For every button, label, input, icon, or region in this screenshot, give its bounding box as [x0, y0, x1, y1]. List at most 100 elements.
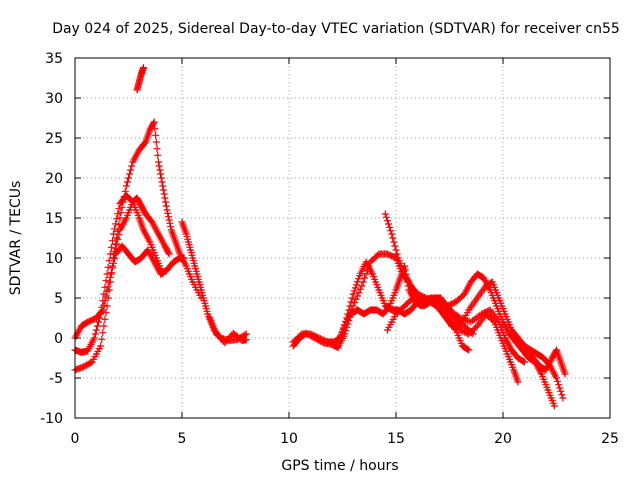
data-points-layer: [71, 64, 569, 410]
data-point: [162, 198, 170, 206]
data-point: [127, 166, 135, 174]
data-point: [108, 237, 116, 245]
data-point: [113, 215, 121, 223]
data-point: [520, 358, 528, 366]
y-tick-label: 5: [54, 291, 63, 307]
series-7: [133, 64, 147, 94]
data-point: [149, 119, 157, 127]
data-point: [122, 182, 130, 190]
x-tick-label: 5: [178, 431, 187, 447]
data-point: [120, 193, 128, 201]
data-point: [153, 145, 161, 153]
y-tick-label: 10: [45, 251, 63, 267]
data-point: [151, 125, 159, 133]
data-point: [557, 387, 565, 395]
data-point: [104, 283, 112, 291]
grid-lines: [75, 58, 610, 418]
data-point: [393, 250, 401, 258]
data-point: [164, 213, 172, 221]
data-point: [162, 202, 170, 210]
data-point: [90, 334, 98, 342]
x-axis-label: GPS time / hours: [281, 458, 398, 474]
data-point: [348, 305, 356, 313]
data-point: [361, 274, 369, 282]
data-point: [152, 138, 160, 146]
y-tick-label: -5: [49, 371, 63, 387]
data-point: [107, 243, 115, 251]
data-point: [381, 210, 389, 218]
data-point: [242, 336, 250, 344]
data-point: [98, 307, 106, 315]
data-point: [387, 227, 395, 235]
data-point: [102, 292, 110, 300]
y-tick-label: 0: [54, 331, 63, 347]
data-point: [164, 209, 172, 217]
y-tick-label: 25: [45, 131, 63, 147]
plot-frame: [74, 57, 611, 419]
data-point: [390, 238, 398, 246]
data-point: [161, 194, 169, 202]
data-point: [123, 178, 131, 186]
axis-ticks: 0 5 10 15 20 25 -10 -5 0 5 10 15 20 25 30 35: [40, 51, 619, 447]
data-point: [154, 151, 162, 159]
data-point: [110, 254, 118, 262]
data-point: [167, 223, 175, 231]
data-point: [164, 249, 172, 257]
series-14: [516, 342, 569, 378]
data-point: [103, 287, 111, 295]
data-point: [92, 326, 100, 334]
data-point: [105, 257, 113, 265]
data-point: [97, 342, 105, 350]
y-tick-label: 35: [45, 51, 63, 67]
data-point: [101, 297, 109, 305]
data-point: [158, 178, 166, 186]
data-point: [163, 206, 171, 214]
data-point: [116, 214, 124, 222]
data-point: [113, 240, 121, 248]
data-point: [350, 287, 358, 295]
data-point: [121, 187, 129, 195]
x-tick-label: 10: [280, 431, 298, 447]
data-point: [464, 345, 472, 353]
data-point: [103, 302, 111, 310]
chart-title: Day 024 of 2025, Sidereal Day-to-day VTE…: [52, 21, 620, 37]
data-point: [99, 329, 107, 337]
data-point: [118, 203, 126, 211]
data-point: [152, 131, 160, 139]
y-tick-label: -10: [40, 411, 63, 427]
series-6: [206, 314, 250, 347]
series-3: [71, 242, 188, 342]
data-point: [355, 289, 363, 297]
data-point: [115, 205, 123, 213]
data-point: [351, 284, 359, 292]
y-tick-label: 15: [45, 211, 63, 227]
data-point: [358, 282, 366, 290]
data-point: [95, 318, 103, 326]
data-point: [346, 309, 354, 317]
x-tick-label: 25: [601, 431, 619, 447]
data-point: [91, 330, 99, 338]
data-point: [159, 182, 167, 190]
data-point: [332, 342, 340, 350]
data-point: [359, 278, 367, 286]
data-point: [339, 325, 347, 333]
data-point: [106, 273, 114, 281]
data-point: [112, 241, 120, 249]
data-point: [165, 250, 173, 258]
data-point: [113, 234, 121, 242]
data-point: [111, 255, 119, 263]
data-point: [365, 262, 373, 270]
data-point: [114, 227, 122, 235]
data-point: [107, 269, 115, 277]
data-point: [363, 266, 371, 274]
data-point: [102, 277, 110, 285]
data-point: [335, 335, 343, 343]
data-point: [351, 299, 359, 307]
data-point: [112, 220, 120, 228]
data-point: [561, 370, 569, 378]
data-point: [114, 210, 122, 218]
data-point: [139, 64, 147, 72]
data-point: [101, 315, 109, 323]
data-point: [362, 270, 370, 278]
